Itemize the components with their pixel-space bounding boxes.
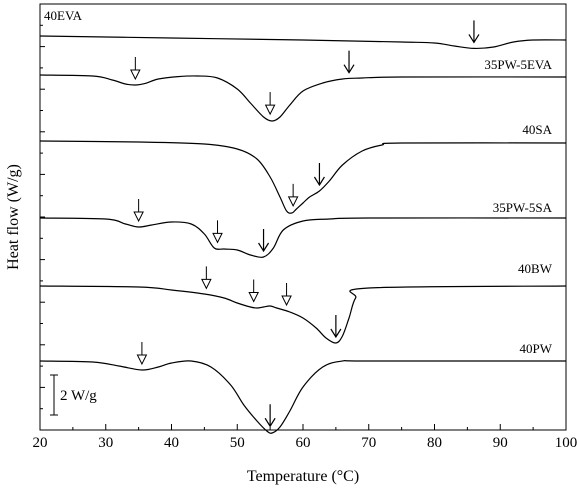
x-tick-label: 30	[98, 435, 113, 451]
line-arrow-marker-head	[468, 34, 480, 44]
x-tick-label: 80	[427, 435, 442, 451]
open-arrow-marker	[130, 69, 141, 81]
open-arrow-marker	[248, 292, 259, 303]
line-arrow-marker-head	[264, 417, 276, 428]
open-arrow-marker	[212, 232, 223, 244]
series-label-40EVA: 40EVA	[44, 8, 83, 23]
transition-markers	[130, 20, 480, 428]
x-axis-label: Temperature (°C)	[247, 468, 359, 485]
x-tick-label: 50	[230, 435, 245, 451]
open-arrow-marker	[136, 354, 148, 366]
x-tick-label: 70	[361, 435, 376, 451]
series-line-35PW-5SA	[39, 217, 567, 258]
series-label-40PW: 40PW	[520, 341, 553, 356]
series-line-40SA	[39, 140, 567, 214]
open-arrow-marker	[201, 278, 212, 290]
series-line-40PW	[39, 359, 566, 434]
series-line-35PW-5EVA	[39, 74, 567, 122]
series-label-40BW: 40BW	[518, 261, 553, 276]
line-arrow-marker-head	[258, 242, 270, 253]
line-arrow-marker-head	[343, 64, 355, 74]
scale-bar-label: 2 W/g	[60, 388, 97, 404]
curve-labels: 40EVA 35PW-5EVA 40SA 35PW-5SA 40BW 40PW	[44, 8, 553, 356]
x-tick-label: 100	[555, 435, 577, 451]
y-axis-ticks	[40, 3, 45, 431]
scale-bar: 2 W/g	[50, 374, 97, 416]
open-arrow-marker	[281, 295, 292, 307]
y-axis-label: Heat flow (W/g)	[5, 164, 22, 270]
x-tick-label: 90	[493, 435, 508, 451]
series-label-35PW-5EVA: 35PW-5EVA	[484, 57, 552, 72]
series-label-40SA: 40SA	[522, 122, 552, 137]
x-axis-ticks: 20 30 40 50 60 70 80 90 100	[33, 424, 577, 451]
series-line-40BW	[39, 285, 567, 344]
series-label-35PW-5SA: 35PW-5SA	[493, 200, 553, 215]
open-arrow-marker	[133, 211, 144, 223]
line-arrow-marker-head	[313, 176, 325, 187]
x-tick-label: 20	[33, 435, 48, 451]
series-line-40EVA	[39, 35, 567, 50]
open-arrow-marker	[264, 104, 276, 116]
x-tick-label: 60	[296, 435, 311, 451]
line-arrow-marker-head	[330, 328, 342, 339]
x-tick-label: 40	[164, 435, 179, 451]
heat-flow-curves	[39, 35, 567, 434]
open-arrow-marker	[287, 196, 299, 207]
